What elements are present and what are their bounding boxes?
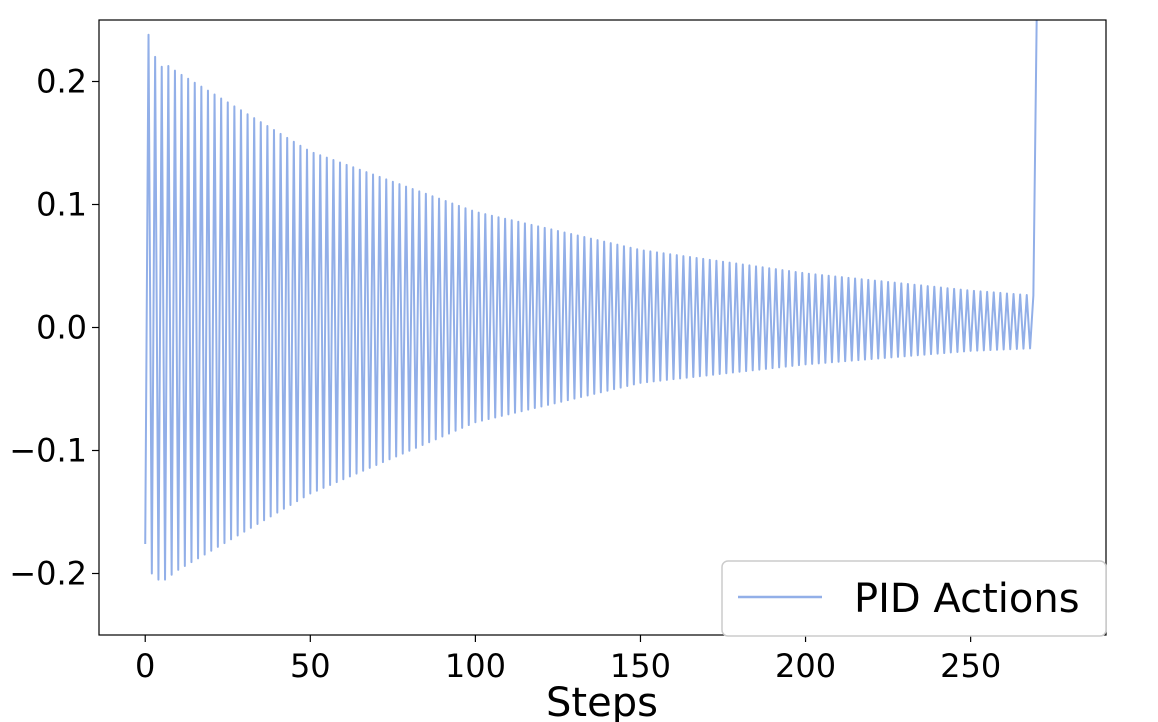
y-tick-label: 0.2 (36, 63, 87, 101)
series-line-pid-actions (144, 20, 1038, 581)
x-tick-label: 0 (135, 647, 155, 685)
legend-entry-pid-actions: PID Actions (854, 576, 1080, 622)
x-tick-label: 50 (290, 647, 331, 685)
y-tick-label: −0.2 (9, 555, 87, 593)
x-axis-ticks: 0 50 100 150 200 250 (135, 635, 1001, 685)
series-group (144, 20, 1038, 581)
y-tick-label: 0.0 (36, 309, 87, 347)
y-tick-label: 0.1 (36, 186, 87, 224)
x-tick-label: 200 (775, 647, 836, 685)
x-axis-label: Steps (546, 680, 658, 722)
y-axis-ticks: −0.2 −0.1 0.0 0.1 0.2 (9, 63, 99, 593)
x-tick-label: 250 (940, 647, 1001, 685)
x-tick-label: 150 (610, 647, 671, 685)
x-tick-label: 100 (445, 647, 506, 685)
y-tick-label: −0.1 (9, 432, 87, 470)
legend-box (721, 560, 1107, 637)
legend: PID Actions (721, 560, 1107, 637)
